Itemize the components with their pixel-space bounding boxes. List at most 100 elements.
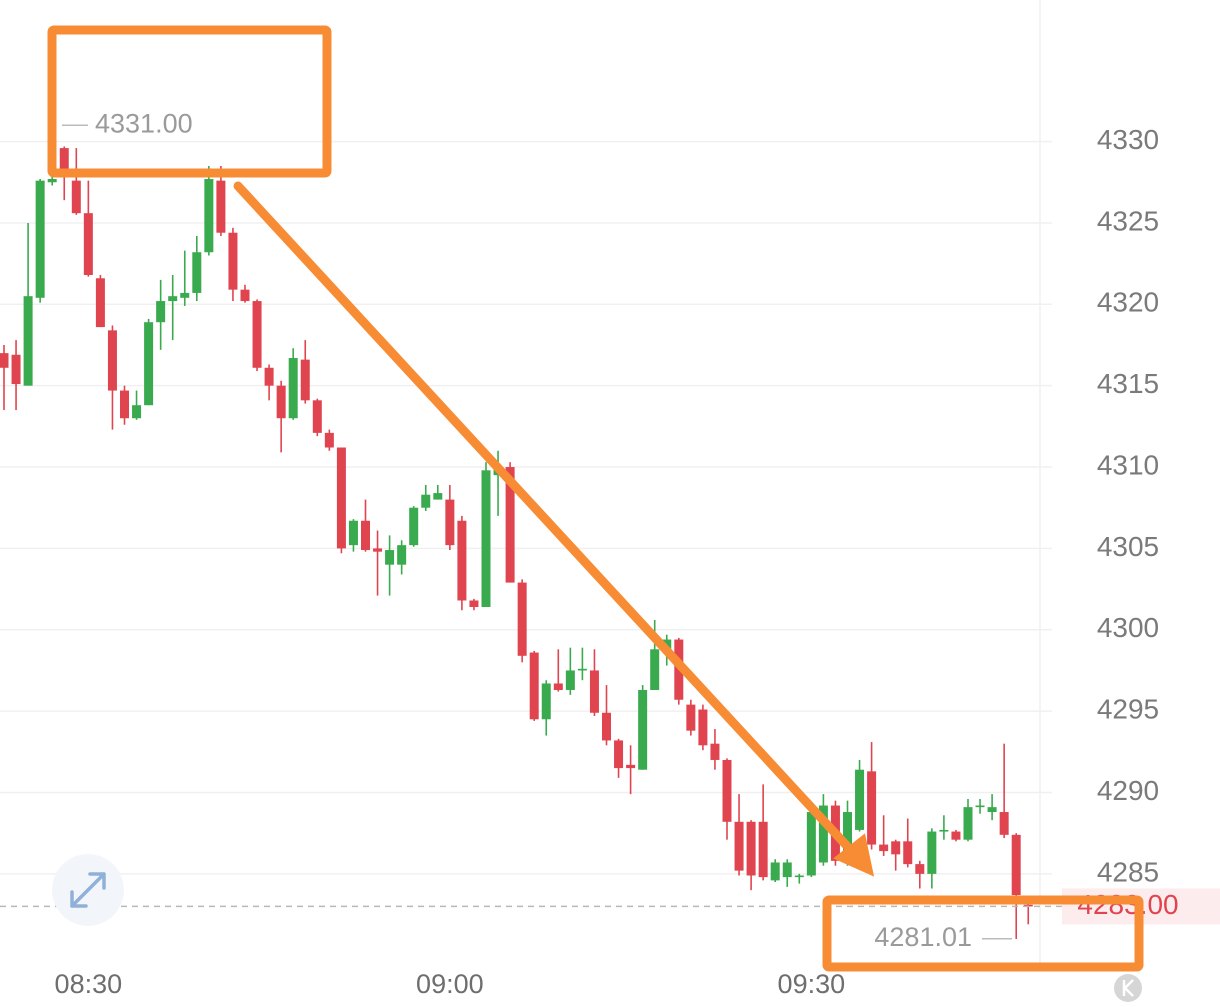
candle-body xyxy=(806,812,816,876)
candle-body xyxy=(577,668,587,671)
candle-body xyxy=(963,807,973,840)
candle-body xyxy=(975,805,985,808)
candle-body xyxy=(168,296,178,302)
candle-body xyxy=(204,179,214,253)
candle-body xyxy=(35,180,45,298)
candle-body xyxy=(1011,834,1021,896)
candle-body xyxy=(216,180,226,233)
candle-body xyxy=(734,821,744,871)
candle-body xyxy=(589,670,599,713)
expand-button[interactable] xyxy=(52,854,124,926)
candle-body xyxy=(409,507,419,546)
candle-body xyxy=(553,683,563,690)
y-tick-label: 4320 xyxy=(1097,287,1159,318)
candle-body xyxy=(240,289,250,302)
candle-body xyxy=(132,405,142,419)
candle-body xyxy=(1023,904,1033,907)
candle-body xyxy=(0,353,9,368)
candle-body xyxy=(541,683,551,720)
candle-body xyxy=(626,764,636,769)
candle-body xyxy=(939,829,949,832)
candle-body xyxy=(180,292,190,298)
candle-body xyxy=(312,400,322,433)
candle-body xyxy=(457,520,467,601)
candle-body xyxy=(336,447,346,549)
candle-body xyxy=(686,704,696,731)
collapse-k-button[interactable] xyxy=(1114,974,1142,1002)
candle-body xyxy=(445,499,455,546)
candle-body xyxy=(638,689,648,770)
plot: 4285 4290 4295 4300 4305 4310 4315 4320 4325 4330… xyxy=(0,108,1220,999)
candle-body xyxy=(276,385,286,419)
candle-body xyxy=(710,743,720,760)
x-tick-label: 09:30 xyxy=(778,969,846,999)
candle-body xyxy=(903,841,913,865)
candle-body xyxy=(373,548,383,552)
annotation-label: 4331.00 xyxy=(95,108,193,138)
candle-body xyxy=(915,864,925,874)
candle-body xyxy=(770,862,780,881)
candle-body xyxy=(505,467,515,583)
candle-body xyxy=(987,807,997,813)
candle-body xyxy=(879,844,889,852)
candle-body xyxy=(397,545,407,565)
candle-body xyxy=(891,841,901,855)
y-tick-label: 4330 xyxy=(1097,124,1159,155)
y-tick-label: 4300 xyxy=(1097,612,1159,643)
candle-body xyxy=(23,296,33,386)
candle-body xyxy=(59,148,69,176)
y-tick-label: 4295 xyxy=(1097,694,1159,725)
candle-body xyxy=(614,740,624,769)
highlight-overlay xyxy=(47,25,1144,972)
candle-body xyxy=(324,432,334,448)
y-tick-label: 4290 xyxy=(1097,775,1159,806)
x-tick-label: 09:00 xyxy=(416,969,484,999)
candle-body xyxy=(228,232,238,290)
candle-body xyxy=(252,301,262,368)
candle-body xyxy=(722,759,732,822)
candle-body xyxy=(421,494,431,508)
x-tick-label: 08:30 xyxy=(55,969,123,999)
candle-body xyxy=(264,367,274,386)
candle-body xyxy=(746,821,756,876)
candle-body xyxy=(192,252,202,293)
candle-body xyxy=(71,180,81,214)
candle-body xyxy=(288,358,298,419)
candle-body xyxy=(867,771,877,845)
candle-body xyxy=(11,354,21,385)
y-tick-label: 4285 xyxy=(1097,856,1159,887)
candle-body xyxy=(120,390,129,419)
annotation-label: 4281.01 xyxy=(874,922,972,952)
candle-body xyxy=(83,213,93,276)
candle-body xyxy=(517,582,527,656)
candle-body xyxy=(650,649,660,690)
candle-body xyxy=(300,359,310,401)
candle-body xyxy=(144,322,154,406)
candle-body xyxy=(565,670,575,690)
y-tick-label: 4325 xyxy=(1097,205,1159,236)
candle-body xyxy=(529,652,539,720)
candle-body xyxy=(794,875,804,878)
candle-body xyxy=(385,550,395,565)
candle-body xyxy=(843,812,852,861)
candle-body xyxy=(156,301,166,323)
y-tick-label: 4315 xyxy=(1097,368,1159,399)
candle-body xyxy=(951,831,961,840)
candle-body xyxy=(758,821,768,878)
candle-body xyxy=(348,520,358,546)
candle-body xyxy=(698,709,708,746)
candle-body xyxy=(602,712,611,741)
candle-body xyxy=(47,179,57,183)
candle-body xyxy=(469,600,479,607)
candle-body xyxy=(95,278,105,328)
candle-body xyxy=(481,470,491,607)
candle-body xyxy=(782,862,792,878)
candle-body xyxy=(927,831,937,874)
candle-body xyxy=(107,330,117,391)
candle-body xyxy=(433,493,443,500)
candle-body xyxy=(818,805,828,863)
y-tick-label: 4310 xyxy=(1097,449,1159,480)
candle-body xyxy=(855,769,865,830)
